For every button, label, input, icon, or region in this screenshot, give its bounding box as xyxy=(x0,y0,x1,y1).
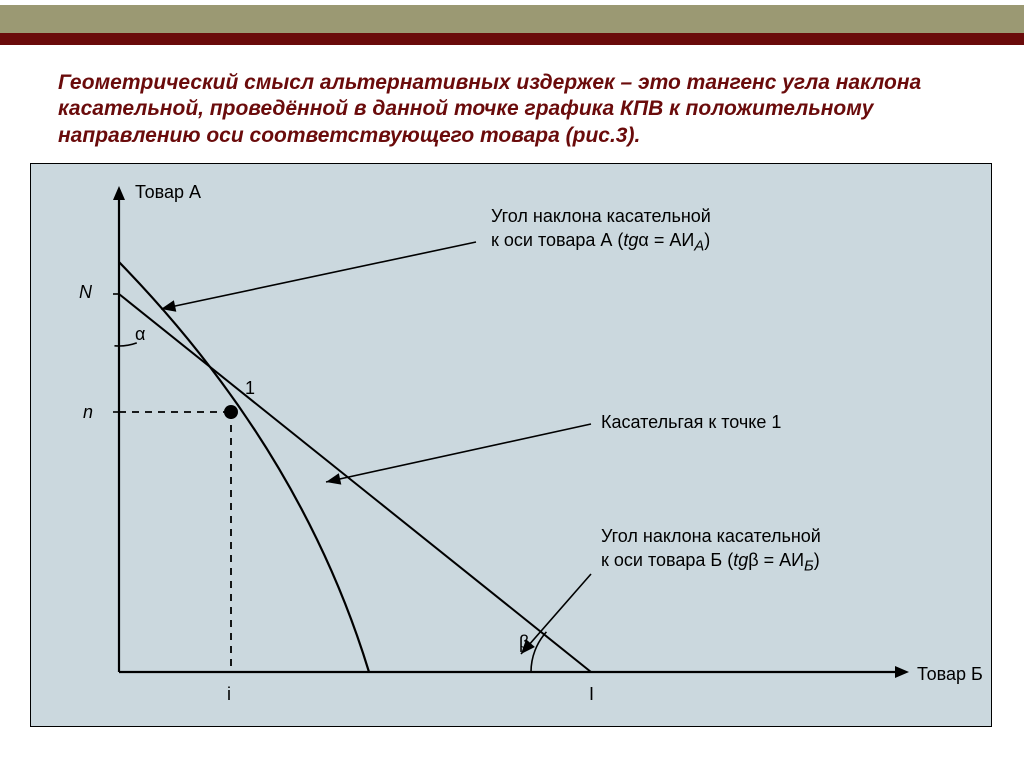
callout-mid-label: Касательгая к точке 1 xyxy=(601,412,781,433)
b2d: ) xyxy=(814,550,820,570)
b2b: tg xyxy=(733,550,748,570)
t2s: А xyxy=(694,238,704,255)
header-bar-maroon xyxy=(0,33,1024,45)
label-n: n xyxy=(83,402,93,423)
label-alpha: α xyxy=(135,324,145,345)
t2b: tg xyxy=(623,230,638,250)
label-beta: β xyxy=(519,632,529,653)
title-block: Геометрический смысл альтернативных изде… xyxy=(0,52,1024,159)
header-bar-olive xyxy=(0,5,1024,33)
t2a: к оси товара А ( xyxy=(491,230,623,250)
callout-top-line1: Угол наклона касательной xyxy=(491,204,711,228)
label-N: N xyxy=(79,282,92,303)
callout-top-label: Угол наклона касательной к оси товара А … xyxy=(491,204,711,257)
t2c: α = АИ xyxy=(638,230,694,250)
b2a: к оси товара Б ( xyxy=(601,550,733,570)
callout-top-line2: к оси товара А (tgα = АИА) xyxy=(491,228,711,257)
label-i: i xyxy=(227,684,231,705)
label-I: I xyxy=(589,684,594,705)
label-point1: 1 xyxy=(245,378,255,399)
header-bars xyxy=(0,0,1024,52)
t2d: ) xyxy=(704,230,710,250)
b2s: Б xyxy=(804,558,814,575)
axis-y-label: Товар А xyxy=(135,182,201,203)
callout-bottom-line1: Угол наклона касательной xyxy=(601,524,821,548)
slide-title: Геометрический смысл альтернативных изде… xyxy=(58,70,966,149)
callout-bottom-label: Угол наклона касательной к оси товара Б … xyxy=(601,524,821,577)
slide: Геометрический смысл альтернативных изде… xyxy=(0,0,1024,767)
axis-x-label: Товар Б xyxy=(917,664,983,685)
diagram-container: Товар А Товар Б N n i I α β 1 Угол накло… xyxy=(30,163,992,727)
callout-bottom-line2: к оси товара Б (tgβ = АИБ) xyxy=(601,548,821,577)
b2c: β = АИ xyxy=(748,550,804,570)
